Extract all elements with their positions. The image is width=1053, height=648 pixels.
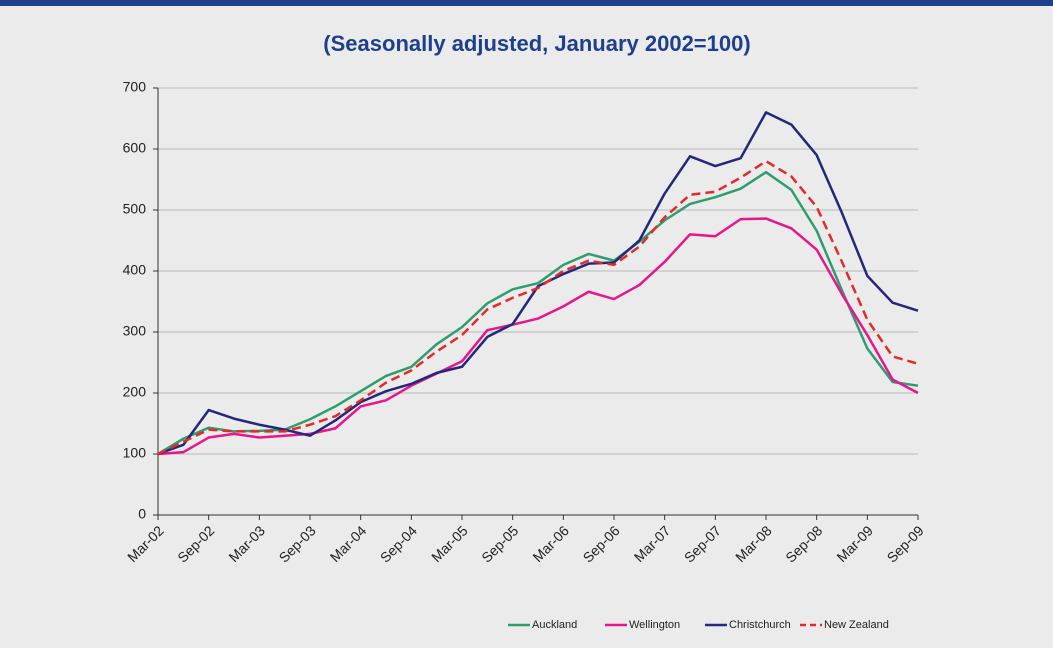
top-bar [0, 0, 1053, 6]
y-tick-label: 100 [123, 445, 147, 461]
y-tick-label: 600 [123, 140, 147, 156]
legend-label: Wellington [629, 619, 680, 631]
series-line [157, 159, 919, 456]
y-tick-label: 700 [123, 79, 147, 95]
legend-label: Christchurch [729, 619, 791, 631]
y-tick-label: 200 [123, 384, 147, 400]
legend-label: New Zealand [824, 619, 889, 631]
legend-label: Auckland [532, 619, 577, 631]
y-tick-label: 300 [123, 323, 147, 339]
series-line [157, 111, 919, 456]
series-line [157, 217, 919, 456]
y-tick-label: 400 [123, 262, 147, 278]
chart-title: (Seasonally adjusted, January 2002=100) [323, 31, 750, 56]
y-tick-label: 500 [123, 201, 147, 217]
y-tick-label: 0 [138, 506, 146, 522]
